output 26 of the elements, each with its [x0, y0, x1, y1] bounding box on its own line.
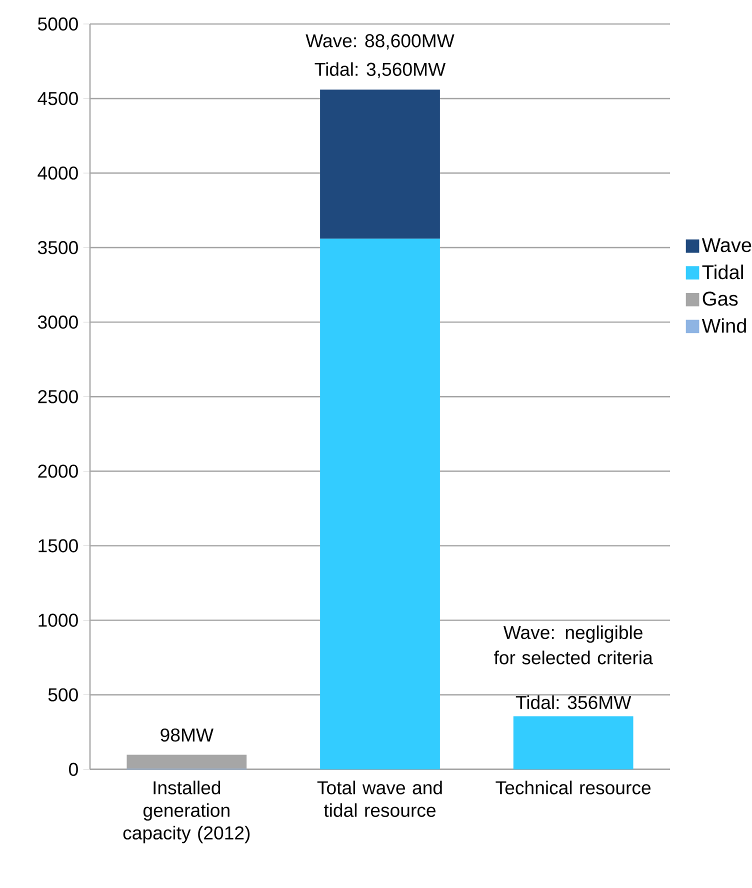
y-tick-label: 1500 — [38, 539, 78, 552]
legend-label: Tidal — [702, 264, 743, 280]
annotation: Wave: negligible for selected criteria — [494, 625, 653, 664]
y-tick-label: 2500 — [38, 390, 78, 404]
y-tick-label: 500 — [48, 688, 78, 702]
y-tick-label: 1000 — [38, 614, 78, 627]
legend-label: Wind — [702, 318, 746, 333]
x-tick-label: Installed generation capacity (2012) — [123, 780, 250, 844]
y-tick-label: 2000 — [38, 464, 78, 478]
y-tick-label: 4500 — [38, 92, 78, 106]
annotation: Wave: 88,600MW — [306, 34, 454, 50]
y-tick-label: 0 — [69, 762, 78, 776]
annotation: Tidal: 356MW — [516, 695, 632, 710]
legend-label: Wave — [702, 238, 752, 252]
bar — [513, 716, 634, 770]
y-tick-label: 3000 — [38, 316, 78, 329]
annotation: 98MW — [160, 728, 214, 742]
annotation: Tidal: 3,560MW — [314, 62, 446, 78]
y-tick-label: 5000 — [38, 17, 78, 31]
bar — [320, 238, 440, 770]
legend-label: Gas — [702, 292, 738, 306]
y-tick-label: 3500 — [38, 240, 78, 254]
x-tick-label: Total wave and tidal resource — [317, 780, 442, 817]
x-tick-label: Technical resource — [496, 780, 651, 794]
bar — [320, 90, 440, 239]
y-tick-label: 4000 — [38, 166, 78, 180]
